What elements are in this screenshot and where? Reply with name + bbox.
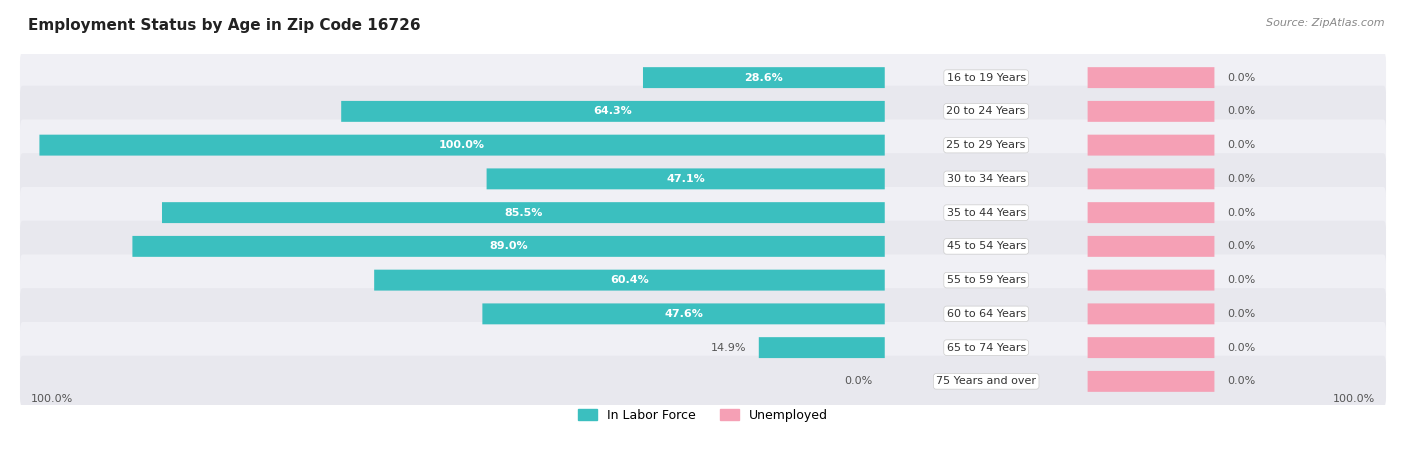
Text: 55 to 59 Years: 55 to 59 Years [946,275,1026,285]
FancyBboxPatch shape [39,135,884,156]
FancyBboxPatch shape [132,236,884,257]
Text: Source: ZipAtlas.com: Source: ZipAtlas.com [1267,18,1385,28]
FancyBboxPatch shape [1088,270,1215,291]
FancyBboxPatch shape [759,337,884,358]
FancyBboxPatch shape [1088,337,1215,358]
Text: 100.0%: 100.0% [31,394,73,404]
Text: 65 to 74 Years: 65 to 74 Years [946,342,1026,353]
FancyBboxPatch shape [482,303,884,324]
Text: 85.5%: 85.5% [505,207,543,218]
Text: 0.0%: 0.0% [1227,106,1256,117]
FancyBboxPatch shape [20,356,1386,407]
Text: 35 to 44 Years: 35 to 44 Years [946,207,1026,218]
Text: 0.0%: 0.0% [1227,140,1256,150]
FancyBboxPatch shape [1088,67,1215,88]
Text: 60.4%: 60.4% [610,275,648,285]
FancyBboxPatch shape [20,187,1386,238]
Text: 60 to 64 Years: 60 to 64 Years [946,309,1026,319]
Text: 0.0%: 0.0% [1227,376,1256,387]
FancyBboxPatch shape [1088,236,1215,257]
Text: 0.0%: 0.0% [1227,275,1256,285]
FancyBboxPatch shape [1088,371,1215,392]
FancyBboxPatch shape [20,153,1386,204]
Text: 25 to 29 Years: 25 to 29 Years [946,140,1026,150]
FancyBboxPatch shape [1088,303,1215,324]
Text: 0.0%: 0.0% [1227,342,1256,353]
Legend: In Labor Force, Unemployed: In Labor Force, Unemployed [572,404,834,427]
Text: 47.1%: 47.1% [666,174,704,184]
Text: 20 to 24 Years: 20 to 24 Years [946,106,1026,117]
Text: 89.0%: 89.0% [489,241,527,252]
Text: 0.0%: 0.0% [1227,207,1256,218]
FancyBboxPatch shape [20,220,1386,272]
Text: 0.0%: 0.0% [1227,174,1256,184]
Text: 47.6%: 47.6% [664,309,703,319]
FancyBboxPatch shape [20,119,1386,171]
Text: 30 to 34 Years: 30 to 34 Years [946,174,1026,184]
FancyBboxPatch shape [20,322,1386,374]
FancyBboxPatch shape [1088,168,1215,189]
FancyBboxPatch shape [162,202,884,223]
Text: 100.0%: 100.0% [1333,394,1375,404]
Text: 64.3%: 64.3% [593,106,633,117]
FancyBboxPatch shape [20,254,1386,306]
Text: 0.0%: 0.0% [1227,309,1256,319]
FancyBboxPatch shape [486,168,884,189]
Text: 0.0%: 0.0% [1227,241,1256,252]
Text: 45 to 54 Years: 45 to 54 Years [946,241,1026,252]
Text: 100.0%: 100.0% [439,140,485,150]
FancyBboxPatch shape [1088,101,1215,122]
FancyBboxPatch shape [20,52,1386,103]
FancyBboxPatch shape [20,288,1386,339]
FancyBboxPatch shape [342,101,884,122]
Text: 16 to 19 Years: 16 to 19 Years [946,72,1026,83]
Text: 0.0%: 0.0% [1227,72,1256,83]
FancyBboxPatch shape [374,270,884,291]
Text: Employment Status by Age in Zip Code 16726: Employment Status by Age in Zip Code 167… [28,18,420,33]
Text: 75 Years and over: 75 Years and over [936,376,1036,387]
FancyBboxPatch shape [20,86,1386,137]
FancyBboxPatch shape [1088,202,1215,223]
FancyBboxPatch shape [643,67,884,88]
FancyBboxPatch shape [1088,135,1215,156]
Text: 28.6%: 28.6% [745,72,783,83]
Text: 0.0%: 0.0% [844,376,872,387]
Text: 14.9%: 14.9% [710,342,747,353]
